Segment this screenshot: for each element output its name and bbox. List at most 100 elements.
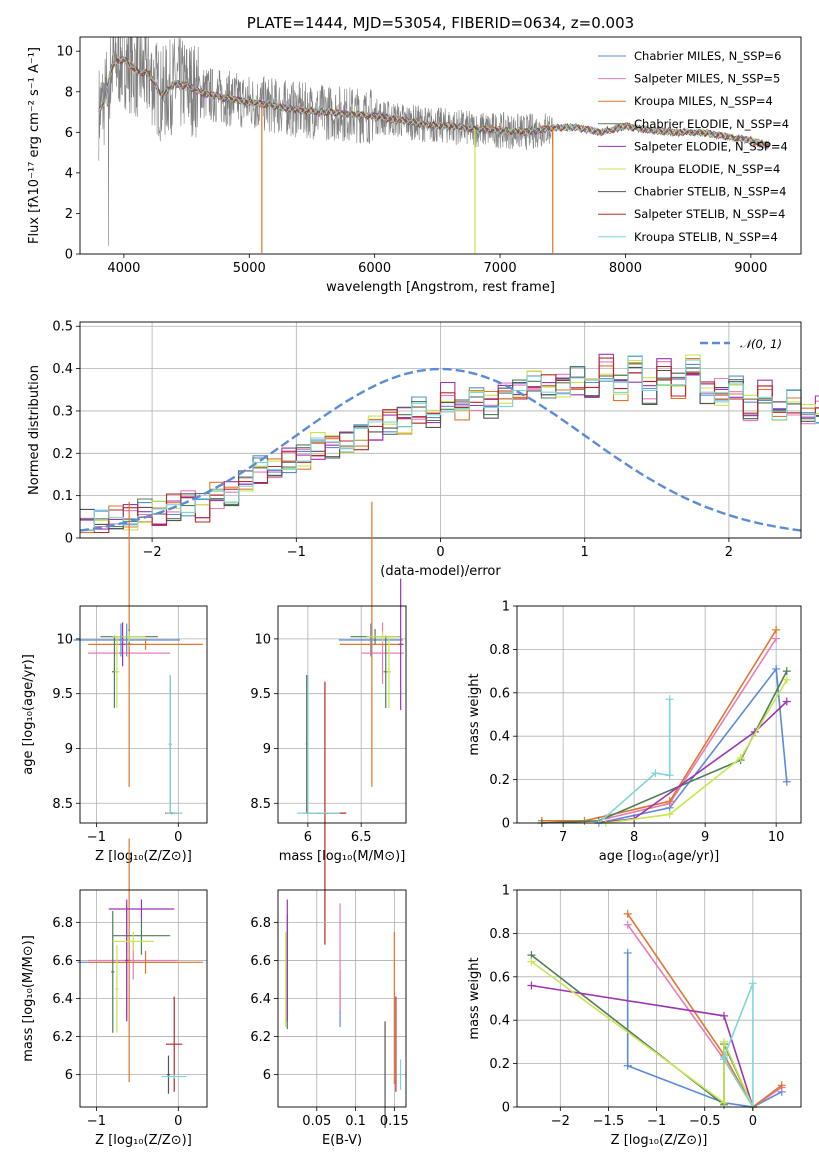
weight-marker bbox=[782, 675, 791, 684]
histogram-step bbox=[80, 355, 819, 532]
y-tick-label: 0.2 bbox=[489, 773, 510, 788]
weight-marker bbox=[623, 1061, 632, 1070]
y-tick-label: 1 bbox=[502, 600, 510, 615]
x-tick-label: 0.05 bbox=[302, 1114, 331, 1129]
y-tick-label: 6 bbox=[263, 1068, 271, 1083]
y-tick-label: 10 bbox=[56, 45, 73, 60]
y-tick-label: 2 bbox=[65, 207, 73, 222]
panel-massweight-vs-age: 7 8 9 10 0 0.2 0.4 0.6 0.8 1 age [log₁₀(age/yr)] ma… bbox=[467, 600, 802, 864]
x-tick-label: 0.1 bbox=[345, 1114, 366, 1129]
weight-marker bbox=[651, 769, 660, 778]
weight-marker bbox=[777, 1081, 786, 1090]
y-axis-label: age [log₁₀(age/yr)] bbox=[21, 654, 36, 775]
weight-line bbox=[531, 984, 754, 1108]
legend-entry: Chabrier MILES, N_SSP=6 bbox=[634, 49, 781, 63]
y-tick-label: 6.4 bbox=[250, 992, 271, 1007]
x-axis-label: mass [log₁₀(M/M⊙)] bbox=[279, 849, 406, 864]
x-tick-label: −2 bbox=[143, 545, 162, 560]
legend: Chabrier MILES, N_SSP=6 Salpeter MILES, N… bbox=[598, 49, 789, 244]
axes-frame bbox=[79, 889, 208, 1108]
y-tick-label: 8.5 bbox=[52, 797, 73, 812]
y-tick-label: 1 bbox=[502, 884, 510, 899]
panel-age-vs-mass: 6 6.5 8.5 9 9.5 10 mass [log₁₀(M/M⊙)] bbox=[250, 501, 407, 945]
chart-title: PLATE=1444, MJD=53054, FIBERID=0634, z=0… bbox=[247, 14, 634, 32]
weight-line bbox=[723, 983, 754, 1110]
weight-marker bbox=[719, 1055, 728, 1064]
panel-spectrum: 4000 5000 6000 7000 8000 9000 0 2 4 6 8 10 wavelengt… bbox=[27, 14, 802, 295]
panel-mass-vs-Z: −1 0 6 6.2 6.4 6.6 6.8 Z [log₁₀(Z/Z⊙)] mass [log… bbox=[21, 838, 208, 1148]
axes-frame bbox=[516, 605, 802, 824]
histogram-step bbox=[80, 358, 819, 534]
weight-line bbox=[541, 629, 777, 822]
legend-entry: Chabrier STELIB, N_SSP=4 bbox=[634, 185, 786, 199]
y-tick-label: 6.4 bbox=[52, 992, 73, 1007]
y-tick-label: 0 bbox=[502, 817, 510, 832]
x-tick-label: 0 bbox=[749, 1114, 757, 1129]
y-axis-label: mass weight bbox=[467, 957, 482, 1039]
y-tick-label: 10 bbox=[56, 632, 73, 647]
legend-entry: Chabrier ELODIE, N_SSP=4 bbox=[634, 117, 789, 131]
y-tick-label: 0.4 bbox=[489, 1014, 510, 1029]
y-tick-label: 0.3 bbox=[52, 404, 73, 419]
weight-marker bbox=[623, 948, 632, 957]
weight-marker bbox=[772, 625, 781, 634]
y-tick-label: 9.5 bbox=[250, 687, 271, 702]
y-axis-label: mass [log₁₀(M/M⊙)] bbox=[21, 935, 36, 1062]
x-tick-label: 0 bbox=[436, 545, 444, 560]
panel-massweight-vs-Z: −2 −1.5 −1 −0.5 0 0 0.2 0.4 0.6 0.8 1 Z [log₁₀(Z/Z⊙… bbox=[467, 884, 802, 1148]
weight-line bbox=[605, 638, 777, 820]
y-axis-label: Normed distribution bbox=[27, 365, 42, 495]
x-tick-label: 0.15 bbox=[380, 1114, 409, 1129]
legend-entry: Kroupa STELIB, N_SSP=4 bbox=[634, 230, 778, 244]
plot-area bbox=[79, 353, 819, 534]
legend-entry: Kroupa ELODIE, N_SSP=4 bbox=[634, 162, 780, 176]
x-tick-label: −1 bbox=[87, 830, 106, 845]
axes-frame bbox=[79, 321, 802, 539]
y-tick-label: 6.2 bbox=[52, 1030, 73, 1045]
weight-line bbox=[530, 960, 754, 1108]
x-tick-label: 9000 bbox=[734, 261, 767, 276]
model-spectrum bbox=[98, 57, 770, 150]
x-axis-label: wavelength [Angstrom, rest frame] bbox=[326, 280, 555, 295]
weight-marker bbox=[665, 695, 674, 704]
x-tick-label: 4000 bbox=[107, 261, 140, 276]
y-tick-label: 10 bbox=[254, 632, 271, 647]
legend-entry: Salpeter ELODIE, N_SSP=4 bbox=[634, 139, 788, 153]
x-tick-label: −1 bbox=[87, 1114, 106, 1129]
plot-area bbox=[537, 625, 791, 827]
x-tick-label: −1 bbox=[647, 1114, 666, 1129]
weight-marker bbox=[527, 957, 536, 966]
x-tick-label: −1.5 bbox=[593, 1114, 625, 1129]
x-axis-label: Z [log₁₀(Z/Z⊙)] bbox=[95, 849, 192, 864]
axes-frame bbox=[79, 605, 208, 824]
y-tick-label: 6.6 bbox=[250, 954, 271, 969]
axes-frame bbox=[277, 605, 407, 824]
y-tick-label: 9 bbox=[65, 742, 73, 757]
weight-marker bbox=[623, 909, 632, 918]
y-tick-label: 8 bbox=[65, 85, 73, 100]
panel-age-vs-Z: −1 0 8.5 9 9.5 10 Z [log₁₀(Z/Z⊙)] age [log₁₀(ag… bbox=[21, 501, 208, 864]
ticks: 0.05 0.1 0.15 6 6.2 6.4 6.6 6.8 bbox=[250, 916, 409, 1129]
weight-marker bbox=[665, 797, 674, 806]
x-axis-label: (data-model)/error bbox=[380, 564, 501, 579]
panel-residuals: −2 −1 0 1 2 0 0.1 0.2 0.3 0.4 0.5 (data-model)/erro… bbox=[27, 320, 819, 579]
x-tick-label: 8 bbox=[630, 830, 638, 845]
y-axis-label: Flux [fλ10⁻¹⁷ erg cm⁻² s⁻¹ A⁻¹] bbox=[27, 47, 42, 244]
y-tick-label: 0.6 bbox=[489, 970, 510, 985]
observed-spectrum bbox=[98, 37, 553, 246]
weight-marker bbox=[748, 979, 757, 988]
weight-marker bbox=[623, 920, 632, 929]
weight-marker bbox=[527, 981, 536, 990]
y-tick-label: 0 bbox=[502, 1101, 510, 1116]
ticks: −1 0 8.5 9 9.5 10 bbox=[52, 632, 182, 845]
plot-area bbox=[77, 838, 203, 1094]
x-tick-label: 6000 bbox=[358, 261, 391, 276]
weight-marker bbox=[782, 777, 791, 786]
axes-frame bbox=[516, 889, 802, 1108]
y-tick-label: 0.5 bbox=[52, 320, 73, 335]
weight-line bbox=[598, 699, 671, 824]
ticks: 6 6.5 8.5 9 9.5 10 bbox=[250, 632, 371, 845]
x-axis-label: E(B-V) bbox=[322, 1133, 362, 1148]
x-tick-label: 1 bbox=[581, 545, 589, 560]
weight-line bbox=[627, 913, 783, 1109]
